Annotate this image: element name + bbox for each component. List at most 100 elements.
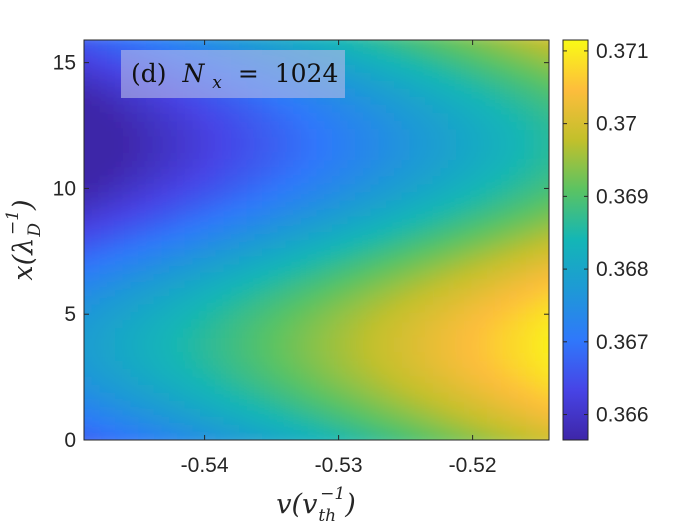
heatmap-cell bbox=[417, 392, 426, 401]
heatmap-cell bbox=[293, 328, 302, 337]
heatmap-cell bbox=[130, 160, 139, 169]
heatmap-cell bbox=[409, 168, 418, 177]
heatmap-cell bbox=[409, 192, 418, 201]
heatmap-cell bbox=[324, 128, 333, 137]
heatmap-cell bbox=[208, 408, 217, 417]
heatmap-cell bbox=[316, 240, 325, 249]
heatmap-cell bbox=[285, 152, 294, 161]
heatmap-cell bbox=[355, 328, 364, 337]
heatmap-cell bbox=[502, 312, 511, 321]
heatmap-cell bbox=[301, 424, 310, 433]
heatmap-cell bbox=[502, 200, 511, 209]
heatmap-cell bbox=[254, 320, 263, 329]
heatmap-cell bbox=[285, 168, 294, 177]
heatmap-cell bbox=[525, 248, 535, 257]
heatmap-cell bbox=[231, 128, 240, 137]
heatmap-cell bbox=[347, 352, 356, 361]
heatmap-cell bbox=[324, 328, 333, 337]
heatmap-cell bbox=[417, 48, 426, 57]
heatmap-cell bbox=[161, 416, 170, 425]
heatmap-cell bbox=[200, 256, 209, 265]
heatmap-cell bbox=[146, 240, 155, 249]
heatmap-cell bbox=[494, 264, 504, 273]
heatmap-cell bbox=[363, 184, 372, 193]
heatmap-cell bbox=[309, 440, 317, 449]
heatmap-cell bbox=[510, 88, 519, 97]
x-tick-label: -0.53 bbox=[315, 454, 363, 477]
heatmap-cell bbox=[502, 304, 511, 313]
heatmap-cell bbox=[533, 72, 542, 81]
heatmap-cell bbox=[432, 144, 442, 153]
heatmap-cell bbox=[123, 440, 131, 449]
heatmap-cell bbox=[262, 424, 271, 433]
heatmap-cell bbox=[215, 408, 225, 417]
heatmap-cell bbox=[425, 304, 434, 313]
heatmap-cell bbox=[192, 312, 201, 321]
heatmap-cell bbox=[99, 416, 108, 425]
heatmap-cell bbox=[262, 296, 271, 305]
heatmap-cell bbox=[115, 176, 124, 185]
colorbar-tick-label: 0.371 bbox=[596, 40, 649, 63]
heatmap-cell bbox=[339, 352, 349, 361]
heatmap-cell bbox=[270, 96, 279, 105]
heatmap-cell bbox=[200, 320, 209, 329]
heatmap-cell bbox=[169, 440, 177, 449]
heatmap-cell bbox=[161, 328, 170, 337]
heatmap-cell bbox=[456, 40, 465, 41]
heatmap-cell bbox=[487, 384, 496, 393]
heatmap-cell bbox=[200, 416, 209, 425]
heatmap-cell bbox=[122, 424, 132, 433]
heatmap-cell bbox=[84, 440, 92, 449]
heatmap-cell bbox=[293, 256, 302, 265]
heatmap-cell bbox=[62, 280, 84, 289]
heatmap-cell bbox=[184, 328, 194, 337]
heatmap-cell bbox=[270, 144, 279, 153]
heatmap-cell bbox=[425, 248, 434, 257]
heatmap-cell bbox=[107, 56, 116, 65]
heatmap-cell bbox=[99, 48, 108, 57]
heatmap-cell bbox=[177, 344, 186, 353]
heatmap-cell bbox=[99, 200, 108, 209]
heatmap-cell bbox=[285, 392, 294, 401]
heatmap-cell bbox=[448, 344, 457, 353]
heatmap-cell bbox=[440, 272, 449, 281]
heatmap-cell bbox=[378, 320, 387, 329]
heatmap-cell bbox=[471, 424, 480, 433]
heatmap-cell bbox=[494, 400, 504, 409]
heatmap-cell bbox=[316, 184, 325, 193]
heatmap-cell bbox=[262, 120, 271, 129]
heatmap-cell bbox=[115, 280, 124, 289]
heatmap-cell bbox=[293, 280, 302, 289]
heatmap-cell bbox=[231, 136, 240, 145]
heatmap-cell bbox=[231, 264, 240, 273]
heatmap-cell bbox=[378, 384, 387, 393]
heatmap-cell bbox=[394, 224, 403, 233]
heatmap-cell bbox=[432, 104, 442, 113]
heatmap-cell bbox=[425, 432, 434, 440]
heatmap-cell bbox=[347, 48, 356, 57]
heatmap-cell bbox=[332, 368, 341, 377]
heatmap-cell bbox=[448, 304, 457, 313]
heatmap-cell bbox=[448, 176, 457, 185]
heatmap-cell bbox=[254, 424, 263, 433]
heatmap-cell bbox=[184, 416, 194, 425]
heatmap-cell bbox=[153, 112, 163, 121]
heatmap-cell bbox=[91, 176, 101, 185]
heatmap-cell bbox=[262, 248, 271, 257]
heatmap-cell bbox=[440, 368, 449, 377]
heatmap-cell bbox=[130, 40, 139, 41]
heatmap-cell bbox=[417, 360, 426, 369]
heatmap-cell bbox=[479, 328, 488, 337]
heatmap-cell bbox=[130, 432, 139, 440]
annotation-panel: (d) bbox=[131, 59, 167, 88]
heatmap-cell bbox=[332, 208, 341, 217]
heatmap-cell bbox=[84, 120, 93, 129]
annotation-subscript: x bbox=[212, 73, 222, 93]
heatmap-cell bbox=[277, 408, 287, 417]
heatmap-cell bbox=[401, 352, 411, 361]
heatmap-cell bbox=[130, 112, 139, 121]
heatmap-cell bbox=[239, 360, 248, 369]
heatmap-cell bbox=[192, 216, 201, 225]
heatmap-cell bbox=[417, 80, 426, 89]
heatmap-cell bbox=[425, 168, 434, 177]
